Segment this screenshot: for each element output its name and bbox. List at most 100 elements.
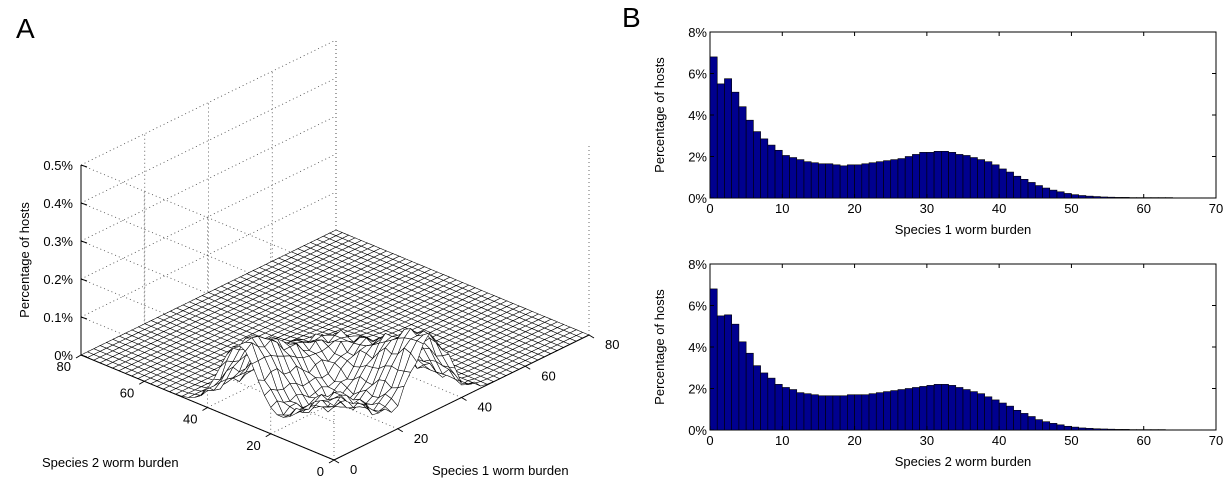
histogram-bar [753, 131, 761, 199]
y-tick-label: 40 [183, 412, 197, 427]
histogram-bar [1006, 405, 1014, 431]
histogram-bar [1056, 424, 1065, 431]
histogram-bar [861, 394, 870, 431]
histogram-bar [781, 155, 790, 199]
histogram-bar [731, 323, 740, 431]
histogram-bar [875, 392, 884, 431]
y-axis-label: Species 2 worm burden [42, 455, 179, 470]
histogram-bar [1063, 193, 1072, 199]
histogram-bar [738, 106, 747, 199]
histogram-bar [854, 394, 863, 431]
histogram-species2-bars [709, 288, 1217, 431]
y-tick-label: 0 [317, 464, 324, 479]
surface-plot-panel: 0% 0.1% 0.2% 0.3% 0.4% 0.5% 0 20 40 60 80 0 20 40 60 80… [17, 39, 619, 479]
histogram-bar [825, 395, 834, 431]
x-tick-label: 40 [992, 201, 1006, 216]
histogram-bar [912, 387, 920, 431]
histogram-bar [818, 395, 826, 431]
x-tick-label: 30 [920, 201, 934, 216]
histogram-bar [875, 161, 884, 199]
histogram-bar [904, 156, 913, 199]
x-tick-label: 40 [992, 433, 1006, 448]
x-tick-mark [333, 459, 340, 464]
histogram-bar [716, 83, 725, 199]
x-tick-label: 80 [605, 337, 619, 352]
histogram-bar [760, 372, 769, 431]
histogram-bar [890, 159, 899, 199]
histogram-bar [955, 387, 964, 431]
histogram-bar [955, 154, 964, 199]
histogram-bar [724, 78, 732, 199]
histogram-bar [724, 314, 732, 431]
histogram-bar [1006, 171, 1014, 199]
histogram-bar [1063, 425, 1072, 431]
histogram-bar [883, 160, 892, 199]
histogram-bar [825, 163, 834, 199]
histogram-bar [1042, 187, 1051, 199]
histogram-bar [1107, 196, 1116, 199]
y-tick-label: 0% [688, 423, 707, 438]
x-tick-mark [461, 397, 467, 401]
histogram-bar [926, 385, 935, 431]
histogram-bar [803, 161, 812, 199]
x-tick-label: 0 [706, 433, 713, 448]
histogram-bar [1020, 179, 1029, 199]
y-tick-label: 6% [688, 299, 707, 314]
histogram-bar [1085, 428, 1094, 431]
histogram-bar [731, 91, 740, 199]
y-tick-label: 20 [246, 438, 260, 453]
z-tick-mark [80, 240, 88, 244]
y-tick-mark [265, 433, 272, 438]
z-tick-mark [80, 202, 88, 206]
histogram-bar [919, 386, 928, 431]
histogram-bar [767, 144, 776, 199]
histogram-species2-ticks: 0 10 20 30 40 50 60 70 0% 2% 4% 6% 8% [688, 257, 1223, 448]
y-tick-label: 8% [688, 25, 707, 40]
histogram-bar [774, 149, 783, 199]
z-tick-mark [80, 164, 88, 168]
histogram-bar [861, 163, 870, 199]
x-tick-label: 20 [414, 431, 428, 446]
histogram-bar [1107, 428, 1116, 431]
z-tick-label: 0.5% [43, 158, 73, 173]
histogram-bar [919, 152, 928, 199]
x-tick-label: 10 [775, 433, 789, 448]
histogram-bar [883, 391, 892, 431]
y-tick-label: 2% [688, 382, 707, 397]
histogram-species1-bars [709, 56, 1217, 199]
histogram-bar [1121, 429, 1130, 431]
histogram-bar [1049, 189, 1058, 199]
histogram-species1-x-label: Species 1 worm burden [895, 222, 1032, 237]
y-tick-label: 80 [57, 359, 71, 374]
histogram-bar [789, 389, 798, 431]
histogram-bar [868, 393, 877, 431]
x-tick-mark [397, 428, 404, 433]
y-tick-label: 60 [120, 385, 134, 400]
histogram-bar [941, 384, 949, 431]
histogram-bar [1034, 419, 1043, 431]
histogram-bar [1100, 196, 1108, 199]
gridline [80, 191, 337, 318]
y-tick-mark [328, 459, 335, 464]
histogram-bar [832, 395, 841, 431]
x-tick-label: 40 [478, 400, 492, 415]
histogram-bar [962, 389, 971, 431]
histogram-bar [926, 152, 935, 199]
y-tick-label: 4% [688, 108, 707, 123]
histogram-bar [1049, 423, 1058, 431]
histogram-species2-y-label: Percentage of hosts [652, 289, 667, 405]
histogram-bar [948, 385, 957, 431]
histogram-bar [1034, 185, 1043, 199]
x-tick-mark [524, 365, 531, 370]
y-tick-label: 8% [688, 257, 707, 272]
histogram-bar [1114, 429, 1123, 431]
histogram-bar [890, 390, 899, 431]
histogram-bar [810, 394, 819, 431]
histogram-bar [847, 394, 855, 431]
x-tick-label: 0 [350, 462, 357, 477]
histogram-bar [969, 391, 978, 431]
histogram-bar [767, 377, 776, 431]
histogram-bar [933, 384, 942, 431]
histogram-bar [984, 396, 993, 431]
histogram-bar [962, 155, 971, 199]
